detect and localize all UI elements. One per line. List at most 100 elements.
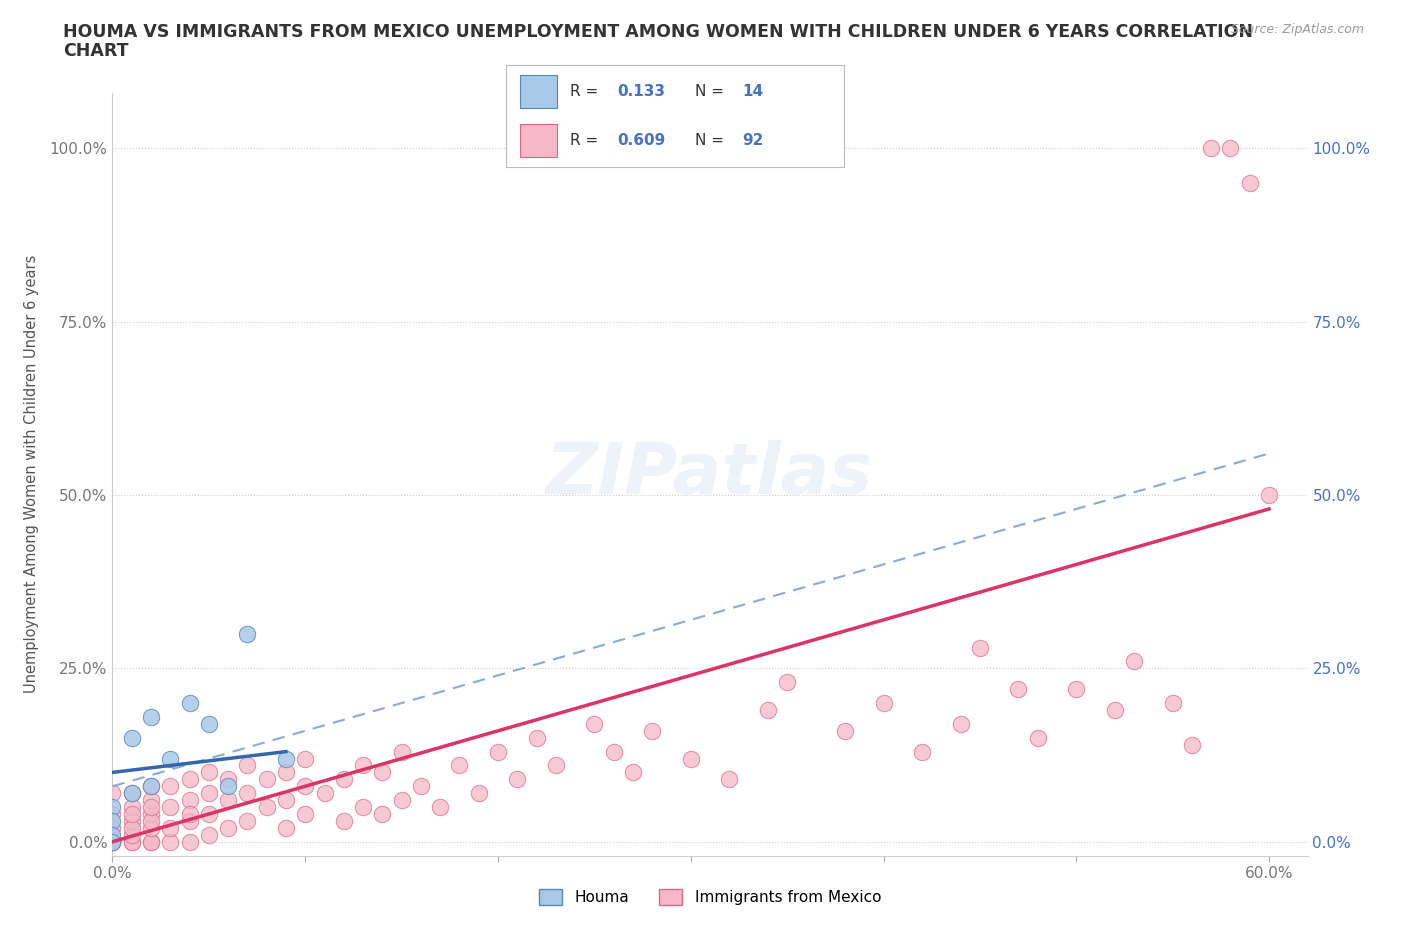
- Text: HOUMA VS IMMIGRANTS FROM MEXICO UNEMPLOYMENT AMONG WOMEN WITH CHILDREN UNDER 6 Y: HOUMA VS IMMIGRANTS FROM MEXICO UNEMPLOY…: [63, 23, 1253, 41]
- Point: [217, 792, 239, 807]
- Point: [314, 786, 336, 801]
- Point: [486, 744, 509, 759]
- Text: N =: N =: [695, 85, 728, 100]
- Point: [294, 778, 316, 793]
- Point: [159, 834, 181, 849]
- Text: Source: ZipAtlas.com: Source: ZipAtlas.com: [1230, 23, 1364, 36]
- Point: [872, 696, 894, 711]
- Point: [1258, 487, 1281, 502]
- Point: [101, 834, 124, 849]
- Point: [121, 834, 143, 849]
- Point: [121, 806, 143, 821]
- Point: [352, 800, 374, 815]
- Point: [101, 800, 124, 815]
- Text: R =: R =: [571, 85, 603, 100]
- Text: 14: 14: [742, 85, 763, 100]
- Point: [641, 724, 664, 738]
- Point: [236, 786, 259, 801]
- Text: CHART: CHART: [63, 42, 129, 60]
- Point: [159, 751, 181, 766]
- Point: [179, 814, 201, 829]
- Point: [1064, 682, 1087, 697]
- FancyBboxPatch shape: [520, 125, 557, 157]
- Point: [449, 758, 471, 773]
- Point: [391, 792, 413, 807]
- Point: [506, 772, 529, 787]
- Point: [352, 758, 374, 773]
- Text: N =: N =: [695, 133, 728, 148]
- Point: [274, 765, 297, 780]
- Point: [139, 800, 162, 815]
- Point: [467, 786, 489, 801]
- Point: [159, 820, 181, 835]
- Text: R =: R =: [571, 133, 603, 148]
- Point: [179, 834, 201, 849]
- Point: [679, 751, 702, 766]
- Point: [101, 834, 124, 849]
- Point: [333, 814, 356, 829]
- Y-axis label: Unemployment Among Women with Children Under 6 years: Unemployment Among Women with Children U…: [24, 255, 38, 694]
- Point: [101, 806, 124, 821]
- Point: [718, 772, 741, 787]
- Point: [969, 640, 991, 655]
- Point: [139, 834, 162, 849]
- Point: [179, 792, 201, 807]
- FancyBboxPatch shape: [520, 75, 557, 108]
- Point: [949, 716, 972, 731]
- Point: [101, 814, 124, 829]
- Point: [101, 834, 124, 849]
- Point: [121, 834, 143, 849]
- Point: [1199, 141, 1222, 156]
- Point: [198, 716, 221, 731]
- Point: [179, 772, 201, 787]
- Point: [217, 772, 239, 787]
- Point: [621, 765, 644, 780]
- Point: [121, 786, 143, 801]
- Point: [294, 751, 316, 766]
- Point: [159, 800, 181, 815]
- Point: [776, 675, 799, 690]
- Point: [1007, 682, 1029, 697]
- Point: [179, 806, 201, 821]
- Point: [139, 778, 162, 793]
- Point: [274, 820, 297, 835]
- Point: [1123, 654, 1146, 669]
- Point: [236, 758, 259, 773]
- Point: [159, 778, 181, 793]
- Point: [101, 786, 124, 801]
- Point: [602, 744, 624, 759]
- Point: [139, 814, 162, 829]
- Text: 0.609: 0.609: [617, 133, 666, 148]
- Point: [429, 800, 451, 815]
- Point: [217, 778, 239, 793]
- Point: [1026, 730, 1049, 745]
- Point: [121, 800, 143, 815]
- Point: [121, 786, 143, 801]
- Point: [1239, 176, 1261, 191]
- Point: [1161, 696, 1184, 711]
- Point: [101, 828, 124, 843]
- Point: [544, 758, 567, 773]
- Point: [1104, 702, 1126, 717]
- Point: [198, 828, 221, 843]
- Point: [371, 806, 394, 821]
- Point: [101, 834, 124, 849]
- Legend: Houma, Immigrants from Mexico: Houma, Immigrants from Mexico: [531, 882, 889, 912]
- Text: ZIPatlas: ZIPatlas: [547, 440, 873, 509]
- Point: [911, 744, 934, 759]
- Point: [256, 772, 278, 787]
- Point: [526, 730, 548, 745]
- Point: [121, 820, 143, 835]
- Point: [217, 820, 239, 835]
- Point: [139, 834, 162, 849]
- Point: [101, 834, 124, 849]
- Point: [294, 806, 316, 821]
- Point: [834, 724, 856, 738]
- Point: [121, 730, 143, 745]
- Point: [121, 814, 143, 829]
- Text: 0.133: 0.133: [617, 85, 665, 100]
- Point: [583, 716, 606, 731]
- Point: [756, 702, 779, 717]
- Point: [121, 828, 143, 843]
- Point: [101, 820, 124, 835]
